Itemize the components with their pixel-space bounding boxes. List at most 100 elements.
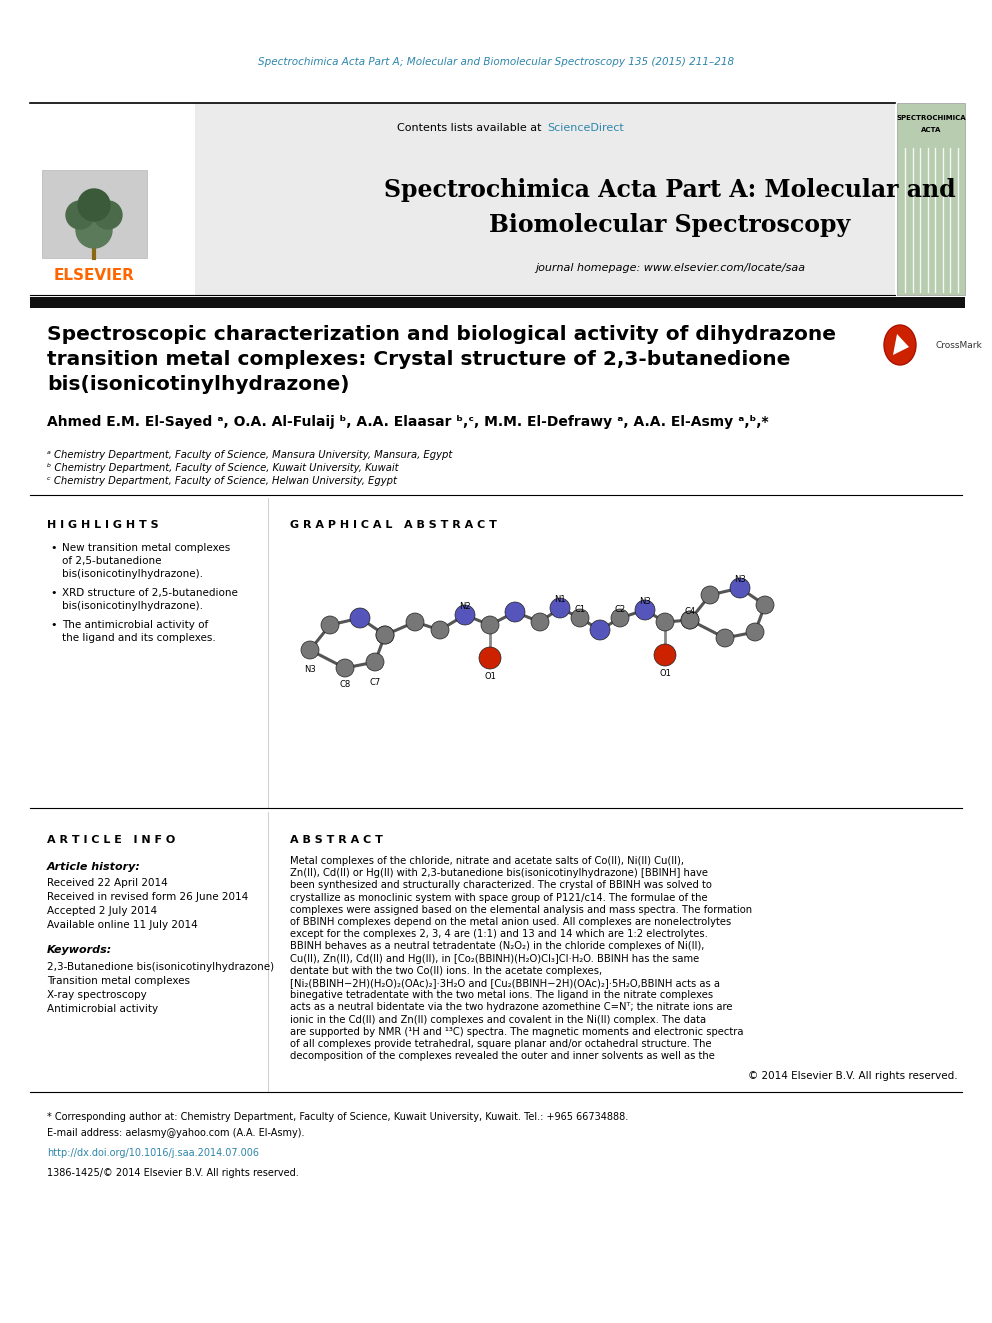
Text: CrossMark: CrossMark — [935, 340, 982, 349]
Text: binegative tetradentate with the two metal ions. The ligand in the nitrate compl: binegative tetradentate with the two met… — [290, 990, 713, 1000]
Text: Article history:: Article history: — [47, 863, 141, 872]
Ellipse shape — [884, 325, 916, 365]
Text: Accepted 2 July 2014: Accepted 2 July 2014 — [47, 906, 157, 916]
Circle shape — [654, 644, 676, 665]
Text: Zn(II), Cd(II) or Hg(II) with 2,3-butanedione bis(isonicotinylhydrazone) [BBINH]: Zn(II), Cd(II) or Hg(II) with 2,3-butane… — [290, 868, 708, 878]
Text: ionic in the Cd(II) and Zn(II) complexes and covalent in the Ni(II) complex. The: ionic in the Cd(II) and Zn(II) complexes… — [290, 1015, 706, 1024]
Text: ACTA: ACTA — [921, 127, 941, 134]
Text: are supported by NMR (¹H and ¹³C) spectra. The magnetic moments and electronic s: are supported by NMR (¹H and ¹³C) spectr… — [290, 1027, 743, 1037]
Text: © 2014 Elsevier B.V. All rights reserved.: © 2014 Elsevier B.V. All rights reserved… — [748, 1072, 958, 1081]
Text: Spectrochimica Acta Part A: Molecular and: Spectrochimica Acta Part A: Molecular an… — [384, 179, 956, 202]
Text: ScienceDirect: ScienceDirect — [547, 123, 624, 134]
Text: the ligand and its complexes.: the ligand and its complexes. — [62, 632, 215, 643]
Circle shape — [590, 620, 610, 640]
Circle shape — [376, 626, 394, 644]
Circle shape — [611, 609, 629, 627]
Text: bis(isonicotinylhydrazone).: bis(isonicotinylhydrazone). — [62, 569, 203, 579]
Circle shape — [505, 602, 525, 622]
Bar — [30, 103, 195, 295]
Text: ᵃ Chemistry Department, Faculty of Science, Mansura University, Mansura, Egypt: ᵃ Chemistry Department, Faculty of Scien… — [47, 450, 452, 460]
Text: X-ray spectroscopy: X-ray spectroscopy — [47, 990, 147, 1000]
Text: * Corresponding author at: Chemistry Department, Faculty of Science, Kuwait Univ: * Corresponding author at: Chemistry Dep… — [47, 1113, 628, 1122]
Text: Metal complexes of the chloride, nitrate and acetate salts of Co(II), Ni(II) Cu(: Metal complexes of the chloride, nitrate… — [290, 856, 684, 867]
Bar — [42, 169, 147, 258]
Text: BBINH behaves as a neutral tetradentate (N₂O₂) in the chloride complexes of Ni(I: BBINH behaves as a neutral tetradentate … — [290, 942, 704, 951]
Text: of BBINH complexes depend on the metal anion used. All complexes are nonelectrol: of BBINH complexes depend on the metal a… — [290, 917, 731, 927]
Text: 1386-1425/© 2014 Elsevier B.V. All rights reserved.: 1386-1425/© 2014 Elsevier B.V. All right… — [47, 1168, 299, 1177]
Text: C7: C7 — [369, 677, 381, 687]
Text: Spectrochimica Acta Part A; Molecular and Biomolecular Spectroscopy 135 (2015) 2: Spectrochimica Acta Part A; Molecular an… — [258, 57, 734, 67]
Circle shape — [746, 623, 764, 642]
Circle shape — [455, 605, 475, 624]
Text: •: • — [50, 620, 57, 630]
Text: N2: N2 — [459, 602, 471, 611]
Text: C8: C8 — [339, 680, 350, 689]
Text: G R A P H I C A L   A B S T R A C T: G R A P H I C A L A B S T R A C T — [290, 520, 497, 531]
Text: C2: C2 — [614, 605, 626, 614]
Text: •: • — [50, 542, 57, 553]
Text: http://dx.doi.org/10.1016/j.saa.2014.07.006: http://dx.doi.org/10.1016/j.saa.2014.07.… — [47, 1148, 259, 1158]
Bar — [30, 103, 895, 295]
Text: N3: N3 — [305, 665, 315, 673]
Circle shape — [550, 598, 570, 618]
Text: A R T I C L E   I N F O: A R T I C L E I N F O — [47, 835, 176, 845]
Text: of 2,5-butanedione: of 2,5-butanedione — [62, 556, 162, 566]
Text: C4: C4 — [684, 607, 695, 617]
Circle shape — [656, 613, 674, 631]
Circle shape — [406, 613, 424, 631]
Circle shape — [716, 628, 734, 647]
Text: bis(isonicotinylhydrazone): bis(isonicotinylhydrazone) — [47, 374, 349, 394]
Circle shape — [376, 626, 394, 644]
Circle shape — [481, 617, 499, 634]
Circle shape — [350, 609, 370, 628]
Circle shape — [431, 620, 449, 639]
Text: New transition metal complexes: New transition metal complexes — [62, 542, 230, 553]
Text: except for the complexes 2, 3, 4 are (1:1) and 13 and 14 which are 1:2 electroly: except for the complexes 2, 3, 4 are (1:… — [290, 929, 708, 939]
Text: Keywords:: Keywords: — [47, 945, 112, 955]
Text: crystallize as monoclinic system with space group of P121/c14. The formulae of t: crystallize as monoclinic system with sp… — [290, 893, 707, 902]
Circle shape — [681, 611, 699, 628]
Text: Received 22 April 2014: Received 22 April 2014 — [47, 878, 168, 888]
Text: Ahmed E.M. El-Sayed ᵃ, O.A. Al-Fulaij ᵇ, A.A. Elaasar ᵇ,ᶜ, M.M. El-Defrawy ᵃ, A.: Ahmed E.M. El-Sayed ᵃ, O.A. Al-Fulaij ᵇ,… — [47, 415, 769, 429]
Text: decomposition of the complexes revealed the outer and inner solvents as well as : decomposition of the complexes revealed … — [290, 1052, 715, 1061]
Text: ᶜ Chemistry Department, Faculty of Science, Helwan University, Egypt: ᶜ Chemistry Department, Faculty of Scien… — [47, 476, 397, 486]
Text: Cu(II), Zn(II), Cd(II) and Hg(II), in [Co₂(BBINH)(H₂O)Cl₃]Cl·H₂O. BBINH has the : Cu(II), Zn(II), Cd(II) and Hg(II), in [C… — [290, 954, 699, 963]
Text: O1: O1 — [659, 669, 671, 677]
Text: SPECTROCHIMICA: SPECTROCHIMICA — [896, 115, 966, 120]
Text: A B S T R A C T: A B S T R A C T — [290, 835, 383, 845]
Text: 2,3-Butanedione bis(isonicotinylhydrazone): 2,3-Butanedione bis(isonicotinylhydrazon… — [47, 962, 274, 972]
Text: dentate but with the two Co(II) ions. In the acetate complexes,: dentate but with the two Co(II) ions. In… — [290, 966, 602, 976]
Text: O1: O1 — [484, 672, 496, 681]
Text: complexes were assigned based on the elemental analysis and mass spectra. The fo: complexes were assigned based on the ele… — [290, 905, 752, 914]
Text: ELSEVIER: ELSEVIER — [54, 267, 135, 283]
Text: •: • — [50, 587, 57, 598]
Text: Contents lists available at: Contents lists available at — [397, 123, 545, 134]
Circle shape — [76, 212, 112, 247]
Circle shape — [78, 189, 110, 221]
Text: N1: N1 — [555, 595, 565, 605]
Circle shape — [681, 611, 699, 628]
Text: acts as a neutral bidentate via the two hydrazone azomethine C=Nᵀ; the nitrate i: acts as a neutral bidentate via the two … — [290, 1003, 732, 1012]
Text: N3: N3 — [639, 597, 651, 606]
Bar — [897, 103, 965, 295]
Text: journal homepage: www.elsevier.com/locate/saa: journal homepage: www.elsevier.com/locat… — [535, 263, 806, 273]
Circle shape — [321, 617, 339, 634]
Circle shape — [756, 595, 774, 614]
Text: E-mail address: aelasmy@yahoo.com (A.A. El-Asmy).: E-mail address: aelasmy@yahoo.com (A.A. … — [47, 1129, 305, 1138]
Text: transition metal complexes: Crystal structure of 2,3-butanedione: transition metal complexes: Crystal stru… — [47, 351, 791, 369]
Circle shape — [479, 647, 501, 669]
Circle shape — [301, 642, 319, 659]
Text: [Ni₂(BBINH−2H)(H₂O)₂(OAc)₂]·3H₂O and [Cu₂(BBINH−2H)(OAc)₂]·5H₂O,BBINH acts as a: [Ni₂(BBINH−2H)(H₂O)₂(OAc)₂]·3H₂O and [Cu… — [290, 978, 720, 988]
Text: Biomolecular Spectroscopy: Biomolecular Spectroscopy — [489, 213, 850, 237]
Circle shape — [366, 654, 384, 671]
Text: been synthesized and structurally characterized. The crystal of BBINH was solved: been synthesized and structurally charac… — [290, 880, 712, 890]
Text: Antimicrobial activity: Antimicrobial activity — [47, 1004, 158, 1013]
Circle shape — [66, 201, 94, 229]
Text: of all complexes provide tetrahedral, square planar and/or octahedral structure.: of all complexes provide tetrahedral, sq… — [290, 1039, 711, 1049]
Circle shape — [731, 579, 749, 597]
Text: XRD structure of 2,5-butanedione: XRD structure of 2,5-butanedione — [62, 587, 238, 598]
Text: ᵇ Chemistry Department, Faculty of Science, Kuwait University, Kuwait: ᵇ Chemistry Department, Faculty of Scien… — [47, 463, 399, 474]
Text: Received in revised form 26 June 2014: Received in revised form 26 June 2014 — [47, 892, 248, 902]
Circle shape — [94, 201, 122, 229]
Text: C1: C1 — [574, 605, 585, 614]
